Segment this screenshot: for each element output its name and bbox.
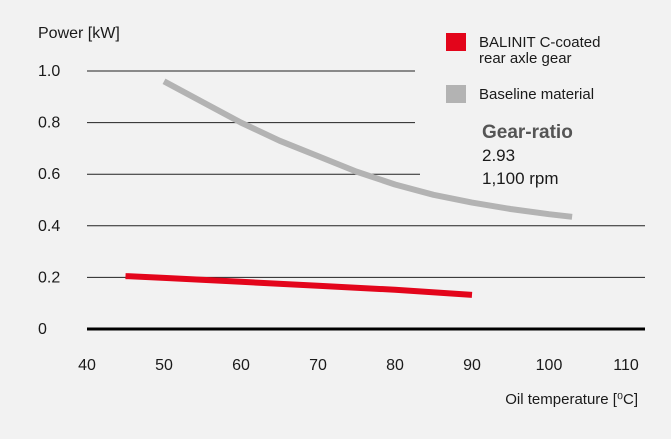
legend-swatch-coated: [446, 33, 466, 51]
x-tick-label: 100: [536, 357, 563, 374]
gear-ratio-value: 2.93: [482, 146, 515, 165]
y-tick-label: 1.0: [38, 63, 60, 80]
y-tick-label: 0.4: [38, 218, 60, 235]
legend: BALINIT C-coated rear axle gear Baseline…: [446, 33, 600, 103]
y-axis-label: Power [kW]: [38, 25, 120, 42]
legend-label-baseline: Baseline material: [479, 86, 594, 103]
series-line-coated: [125, 273, 473, 298]
gear-ratio-annotation: Gear-ratio 2.93 1,100 rpm: [482, 122, 573, 188]
x-tick-label: 50: [155, 357, 173, 374]
x-tick-label: 90: [463, 357, 481, 374]
legend-label-coated-line1: BALINIT C-coated: [479, 34, 600, 51]
gear-ratio-rpm: 1,100 rpm: [482, 169, 559, 188]
gear-ratio-title: Gear-ratio: [482, 122, 573, 143]
y-tick-label: 0.6: [38, 166, 60, 183]
x-tick-label: 70: [309, 357, 327, 374]
y-tick-label: 0: [38, 321, 47, 338]
x-tick-label: 60: [232, 357, 250, 374]
x-tick-label: 80: [386, 357, 404, 374]
legend-label-coated-line2: rear axle gear: [479, 50, 572, 67]
y-tick-label: 0.8: [38, 115, 60, 132]
x-tick-label: 40: [78, 357, 96, 374]
y-tick-label: 0.2: [38, 269, 60, 286]
x-axis-label: Oil temperature [⁰C]: [505, 391, 638, 408]
series-line-baseline: [162, 78, 573, 220]
x-tick-label: 110: [613, 357, 639, 374]
legend-swatch-baseline: [446, 85, 466, 103]
